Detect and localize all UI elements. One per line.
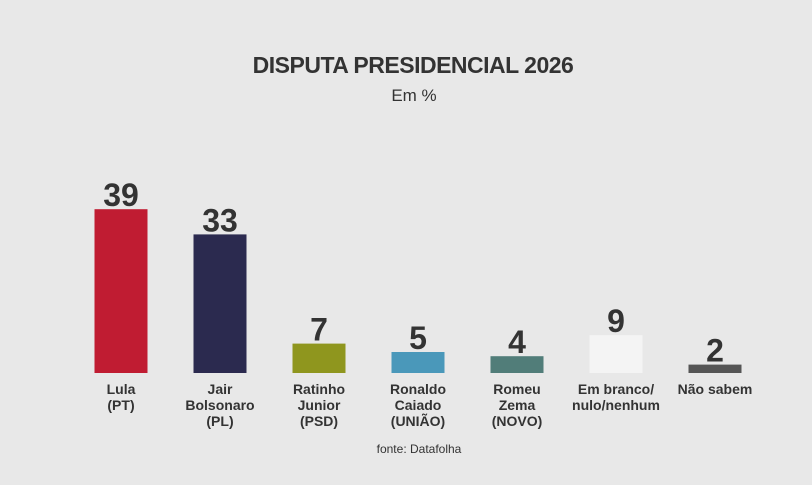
bar-4 [391, 352, 445, 373]
value-label: 4 [508, 324, 526, 360]
category-label: Não sabem [678, 381, 753, 397]
chart-title: DISPUTA PRESIDENCIAL 2026 [252, 52, 574, 78]
category-label: Jair Bolsonaro (PL) [185, 381, 254, 429]
bar-5 [490, 356, 544, 373]
category-label: Ronaldo Caiado (UNIÃO) [390, 381, 446, 429]
bar-3 [292, 343, 346, 373]
bar-1 [94, 209, 148, 373]
value-label: 33 [202, 202, 238, 238]
value-label: 9 [607, 303, 625, 339]
value-label: 5 [409, 320, 427, 356]
value-label: 7 [310, 312, 328, 348]
category-label: Romeu Zema (NOVO) [492, 381, 543, 429]
value-label: 39 [103, 177, 139, 213]
category-label: Lula (PT) [107, 381, 136, 413]
category-label: Em branco/nulo/nenhum [572, 381, 660, 413]
bar-7 [688, 364, 742, 373]
bar-2 [193, 234, 247, 373]
category-label: Ratinho Junior (PSD) [293, 381, 345, 429]
chart-subtitle: Em % [391, 86, 437, 105]
source-note: fonte: Datafolha [376, 442, 462, 456]
value-label: 2 [706, 333, 724, 369]
bar-6 [589, 335, 643, 373]
